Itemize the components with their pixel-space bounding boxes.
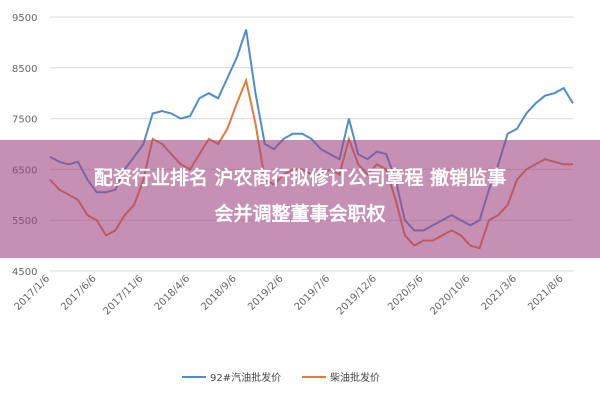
x-tick-label: 2018/9/6 bbox=[199, 273, 239, 313]
banner-text: 会并调整董事会职权 bbox=[214, 202, 385, 225]
x-tick-label: 2017/6/6 bbox=[59, 273, 99, 313]
x-tick-label: 2021/3/6 bbox=[480, 273, 520, 313]
y-tick-label: 7500 bbox=[12, 115, 37, 126]
y-tick-label: 4500 bbox=[12, 267, 37, 278]
x-tick-label: 2020/10/6 bbox=[428, 273, 472, 317]
x-tick-label: 2017/11/6 bbox=[101, 273, 145, 317]
y-tick-label: 9500 bbox=[12, 13, 37, 24]
x-tick-label: 2020/5/6 bbox=[386, 273, 426, 313]
x-tick-label: 2019/7/6 bbox=[293, 273, 333, 313]
x-tick-label: 2018/4/6 bbox=[153, 273, 193, 313]
legend-label: 92#汽油批发价 bbox=[210, 371, 281, 384]
x-tick-label: 2019/2/6 bbox=[246, 273, 286, 313]
x-tick-label: 2017/1/6 bbox=[13, 273, 53, 313]
x-tick-label: 2019/12/6 bbox=[335, 273, 379, 317]
x-tick-label: 2021/8/6 bbox=[526, 273, 566, 313]
banner-background bbox=[0, 140, 600, 258]
legend-label: 柴油批发价 bbox=[330, 371, 380, 384]
y-tick-label: 8500 bbox=[12, 64, 37, 75]
banner-text: 配资行业排名 沪农商行拟修订公司章程 撤销监事 bbox=[94, 166, 506, 189]
